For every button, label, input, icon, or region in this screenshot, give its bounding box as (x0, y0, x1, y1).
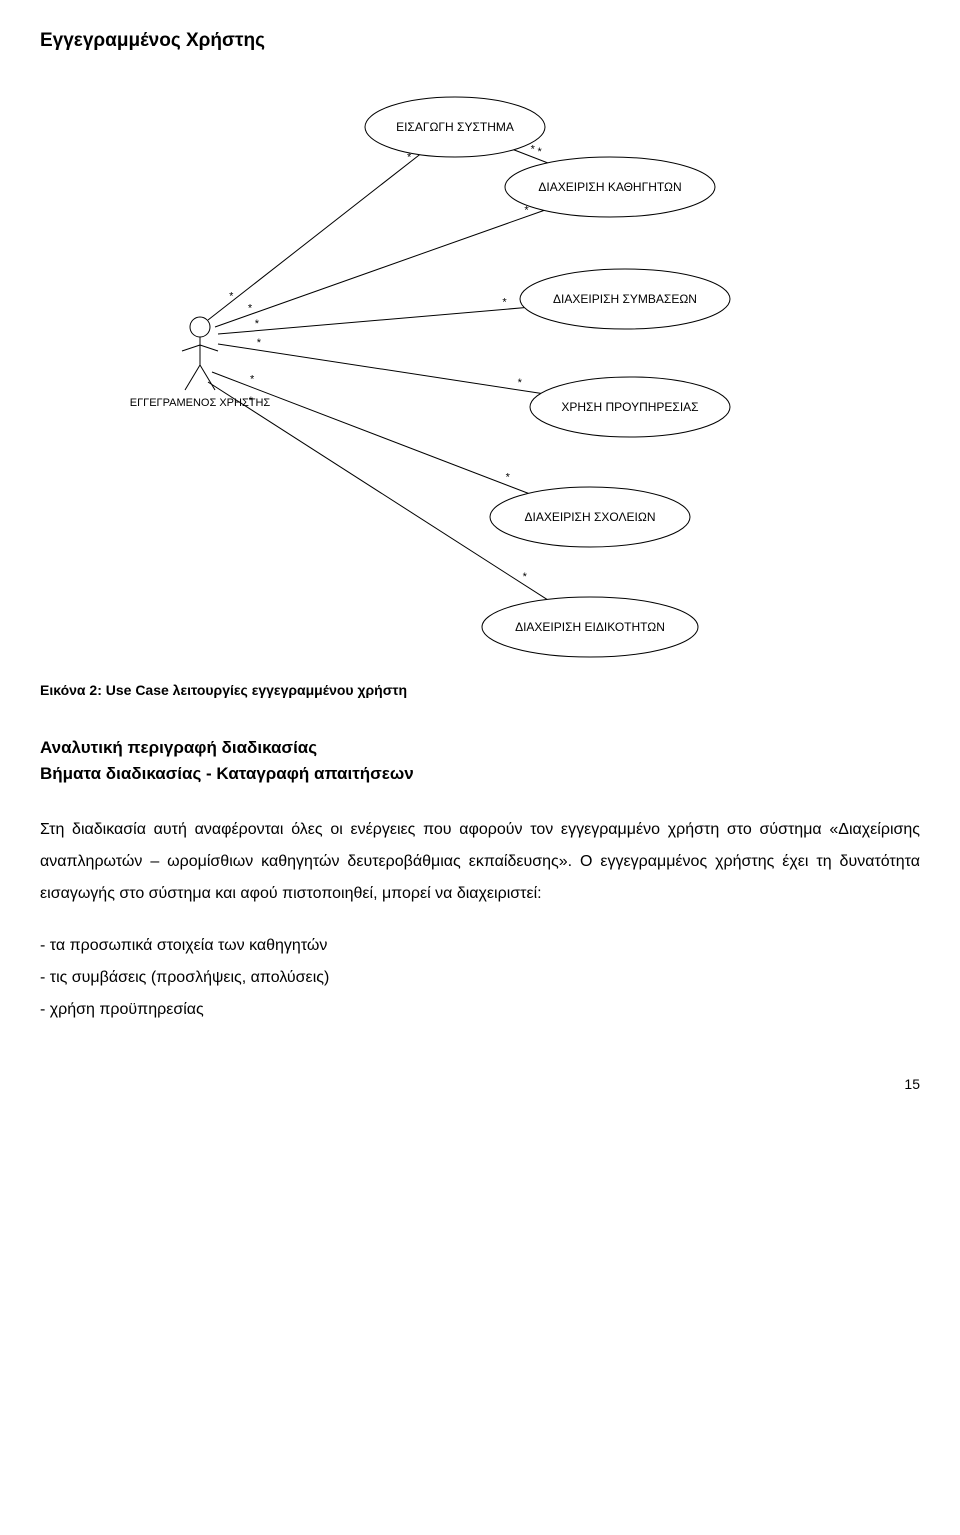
svg-text:*: * (537, 146, 542, 158)
svg-text:ΧΡΗΣΗ ΠΡΟΥΠΗΡΕΣΙΑΣ: ΧΡΗΣΗ ΠΡΟΥΠΗΡΕΣΙΑΣ (561, 400, 698, 414)
svg-text:*: * (506, 472, 511, 484)
figure-caption: Εικόνα 2: Use Case λειτουργίες εγγεγραμμ… (40, 682, 920, 698)
svg-text:ΕΓΓΕΓΡΑΜΕΝΟΣ ΧΡΗΣΤΗΣ: ΕΓΓΕΓΡΑΜΕΝΟΣ ΧΡΗΣΤΗΣ (130, 397, 271, 409)
svg-text:ΔΙΑΧΕΙΡΙΣΗ ΚΑΘΗΓΗΤΩΝ: ΔΙΑΧΕΙΡΙΣΗ ΚΑΘΗΓΗΤΩΝ (538, 180, 681, 194)
svg-text:*: * (531, 143, 536, 155)
svg-text:ΔΙΑΧΕΙΡΙΣΗ ΣΧΟΛΕΙΩΝ: ΔΙΑΧΕΙΡΙΣΗ ΣΧΟΛΕΙΩΝ (525, 510, 656, 524)
svg-text:*: * (257, 337, 262, 349)
svg-text:ΕΙΣΑΓΩΓΗ ΣΥΣΤΗΜΑ: ΕΙΣΑΓΩΓΗ ΣΥΣΤΗΜΑ (396, 120, 514, 134)
bullet-item: - τις συμβάσεις (προσλήψεις, απολύσεις) (40, 962, 920, 994)
svg-text:*: * (229, 290, 234, 302)
section-subtitle: Βήματα διαδικασίας - Καταγραφή απαιτήσεω… (40, 764, 920, 784)
bullet-list: - τα προσωπικά στοιχεία των καθηγητών- τ… (40, 930, 920, 1026)
svg-text:*: * (250, 374, 255, 386)
svg-text:*: * (523, 571, 528, 583)
svg-text:*: * (502, 297, 507, 309)
bullet-item: - τα προσωπικά στοιχεία των καθηγητών (40, 930, 920, 962)
svg-text:*: * (248, 302, 253, 314)
bullet-item: - χρήση προϋπηρεσίας (40, 994, 920, 1026)
body-paragraph: Στη διαδικασία αυτή αναφέρονται όλες οι … (40, 814, 920, 910)
page-number: 15 (40, 1076, 920, 1092)
section-title: Αναλυτική περιγραφή διαδικασίας (40, 738, 920, 758)
svg-text:ΔΙΑΧΕΙΡΙΣΗ ΕΙΔΙΚΟΤΗΤΩΝ: ΔΙΑΧΕΙΡΙΣΗ ΕΙΔΙΚΟΤΗΤΩΝ (515, 620, 665, 634)
svg-text:*: * (518, 377, 523, 389)
svg-text:*: * (255, 318, 260, 330)
use-case-diagram: **************ΕΓΓΕΓΡΑΜΕΝΟΣ ΧΡΗΣΤΗΣΕΙΣΑΓΩ… (100, 72, 860, 662)
page-title: Εγγεγραμμένος Χρήστης (40, 30, 920, 52)
svg-text:ΔΙΑΧΕΙΡΙΣΗ ΣΥΜΒΑΣΕΩΝ: ΔΙΑΧΕΙΡΙΣΗ ΣΥΜΒΑΣΕΩΝ (553, 292, 697, 306)
